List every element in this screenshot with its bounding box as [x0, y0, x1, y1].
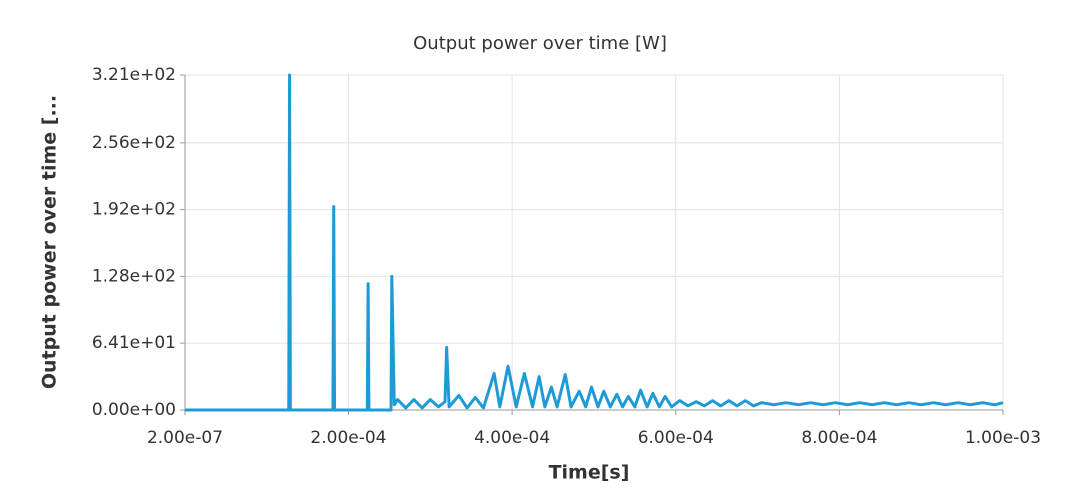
y-tick-label: 2.56e+02 [92, 133, 176, 153]
x-tick-label: 1.00e-03 [965, 428, 1041, 448]
data-line [185, 73, 1004, 412]
x-tick-label: 6.00e-04 [638, 428, 714, 448]
y-tick-label: 0.00e+00 [92, 400, 176, 420]
y-tick-label: 6.41e+01 [92, 333, 176, 353]
x-tick-label: 4.00e-04 [474, 428, 550, 448]
chart-title: Output power over time [W] [413, 33, 667, 54]
x-tick-label: 8.00e-04 [801, 428, 877, 448]
x-tick-label: 2.00e-07 [147, 428, 223, 448]
y-tick-label: 3.21e+02 [92, 65, 176, 85]
y-axis-label: Output power over time [... [39, 95, 61, 389]
x-axis-label: Time[s] [549, 462, 630, 484]
plot-area [184, 74, 1004, 411]
x-tick-label: 2.00e-04 [310, 428, 386, 448]
y-tick-label: 1.92e+02 [92, 200, 176, 220]
y-tick-label: 1.28e+02 [92, 266, 176, 286]
